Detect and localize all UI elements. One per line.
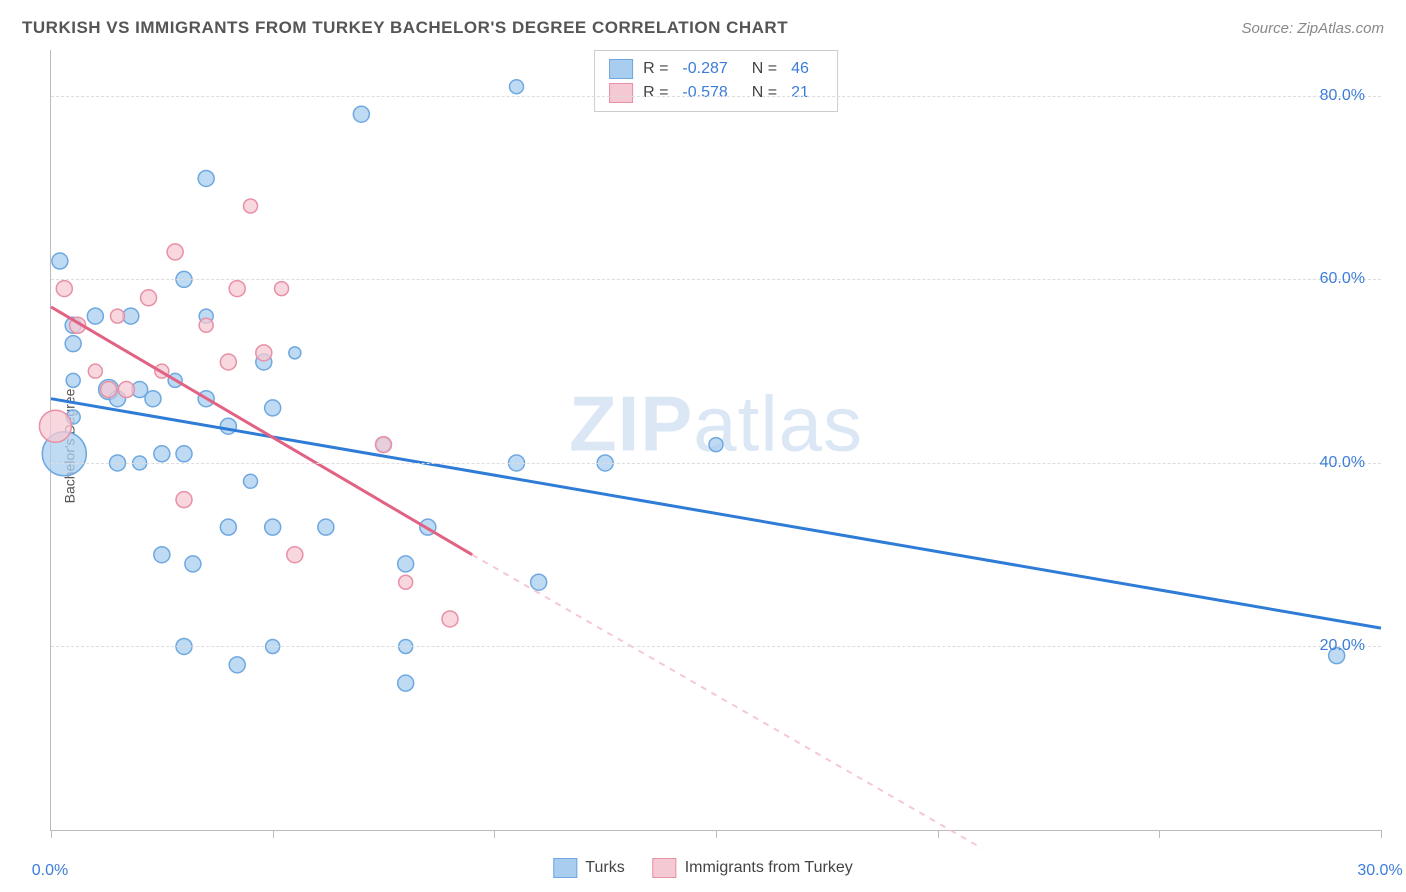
swatch-immigrants-icon: [653, 858, 677, 878]
y-tick-label: 60.0%: [1320, 270, 1365, 288]
data-point: [229, 657, 245, 673]
data-point: [353, 106, 369, 122]
x-tick: [1381, 830, 1382, 838]
data-point: [398, 675, 414, 691]
data-point: [198, 170, 214, 186]
gridline: [51, 463, 1381, 464]
regression-line-turks: [51, 399, 1381, 628]
x-tick: [1159, 830, 1160, 838]
data-point: [275, 282, 289, 296]
data-point: [185, 556, 201, 572]
data-point: [399, 575, 413, 589]
data-point: [510, 80, 524, 94]
source-attribution: Source: ZipAtlas.com: [1241, 20, 1384, 37]
data-point: [531, 574, 547, 590]
data-point: [318, 519, 334, 535]
data-point: [289, 347, 301, 359]
data-point: [88, 364, 102, 378]
data-point: [256, 345, 272, 361]
y-tick-label: 20.0%: [1320, 637, 1365, 655]
x-tick: [494, 830, 495, 838]
data-point: [154, 547, 170, 563]
gridline: [51, 646, 1381, 647]
data-point: [65, 336, 81, 352]
data-point: [154, 446, 170, 462]
data-point: [176, 446, 192, 462]
data-point: [141, 290, 157, 306]
regression-line-immigrants-ext: [472, 555, 982, 849]
data-point: [199, 318, 213, 332]
chart-plot-area: ZIPatlas R = -0.287 N = 46 R = -0.578 N …: [50, 50, 1381, 831]
data-point: [167, 244, 183, 260]
chart-title: TURKISH VS IMMIGRANTS FROM TURKEY BACHEL…: [22, 18, 788, 38]
data-point: [111, 309, 125, 323]
gridline: [51, 96, 1381, 97]
data-point: [39, 410, 71, 442]
data-point: [87, 308, 103, 324]
data-point: [244, 474, 258, 488]
data-point: [66, 373, 80, 387]
x-tick: [51, 830, 52, 838]
data-point: [220, 519, 236, 535]
y-tick-label: 40.0%: [1320, 454, 1365, 472]
data-point: [442, 611, 458, 627]
data-point: [398, 556, 414, 572]
data-point: [118, 382, 134, 398]
y-tick-label: 80.0%: [1320, 87, 1365, 105]
data-point: [287, 547, 303, 563]
x-tick: [273, 830, 274, 838]
data-point: [101, 382, 117, 398]
gridline: [51, 279, 1381, 280]
x-tick: [716, 830, 717, 838]
data-point: [709, 438, 723, 452]
data-point: [145, 391, 161, 407]
data-point: [220, 354, 236, 370]
legend-item-turks: Turks: [553, 858, 624, 878]
data-point: [176, 492, 192, 508]
x-tick: [938, 830, 939, 838]
data-point: [52, 253, 68, 269]
x-tick-label: 0.0%: [32, 862, 68, 880]
regression-line-immigrants: [51, 307, 472, 555]
x-tick-label: 30.0%: [1357, 862, 1402, 880]
swatch-immigrants: [609, 83, 633, 103]
legend-row-turks: R = -0.287 N = 46: [609, 57, 823, 81]
data-point: [229, 281, 245, 297]
correlation-legend: R = -0.287 N = 46 R = -0.578 N = 21: [594, 50, 838, 112]
data-point: [244, 199, 258, 213]
data-point: [220, 418, 236, 434]
data-point: [376, 437, 392, 453]
swatch-turks-icon: [553, 858, 577, 878]
data-point: [56, 281, 72, 297]
data-point: [265, 400, 281, 416]
legend-item-immigrants: Immigrants from Turkey: [653, 858, 853, 878]
data-point: [265, 519, 281, 535]
series-legend: Turks Immigrants from Turkey: [553, 858, 852, 878]
scatter-plot-svg: [51, 50, 1381, 830]
legend-row-immigrants: R = -0.578 N = 21: [609, 81, 823, 105]
swatch-turks: [609, 59, 633, 79]
